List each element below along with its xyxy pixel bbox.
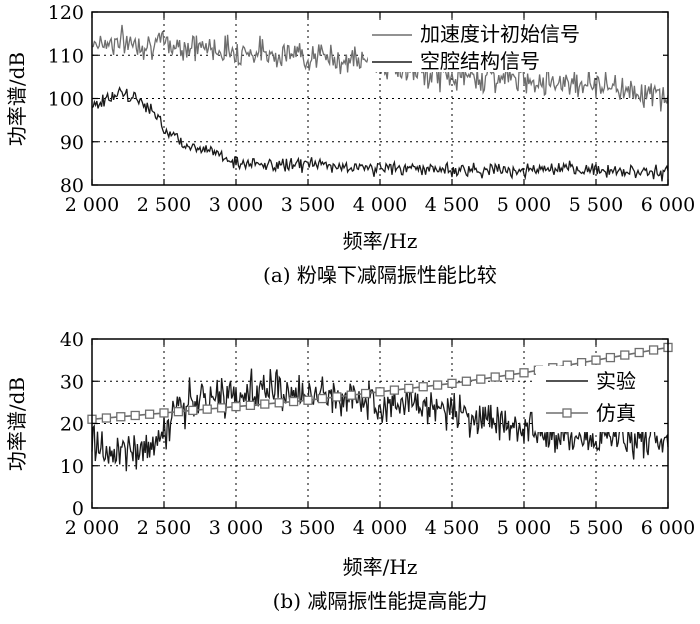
series-marker-b-1 [144,409,155,419]
series-line-b-0 [91,368,669,472]
legend-background-a [368,20,663,72]
legend-label-b-0: 实验 [596,369,636,393]
series-marker-b-1 [260,399,270,409]
series-marker-b-1 [188,405,198,416]
caption-b: (b) 减隔振性能提高能力 [273,589,488,613]
series-marker-b-1 [274,398,284,408]
series-marker-b-1 [591,355,601,365]
x-tick-label: 5 500 [569,517,623,539]
legend-marker-b-1 [562,408,572,418]
series-marker-b-1 [288,396,299,407]
x-tick-label: 4 000 [353,194,407,216]
x-tick-label: 5 500 [569,194,623,216]
chart-panel-a: 2 000 2 500 3 000 3 500 4 000 4 500 5 000 5 500… [5,2,695,287]
series-marker-b-1 [461,376,472,386]
legend-label-b-1: 仿真 [596,401,636,425]
series-marker-b-1 [648,345,659,355]
y-tick-label: 90 [60,132,84,154]
series-marker-b-1 [634,347,644,358]
legend-a: 加速度计初始信号 空腔结构信号 [368,20,663,73]
series-marker-b-1 [504,370,515,380]
x-axis-label-a: 频率/Hz [343,229,418,253]
series-marker-b-1 [605,352,616,363]
series-marker-b-1 [620,350,630,360]
series-marker-b-1 [202,404,212,414]
series-marker-b-1 [101,413,112,423]
y-axis-label-b: 功率谱/dB [5,377,29,471]
x-tick-label: 4 500 [425,194,479,216]
series-line-a-1 [91,85,669,182]
x-tick-label: 6 000 [641,517,695,539]
y-tick-label: 80 [60,175,84,197]
x-tick-label: 2 000 [65,517,119,539]
series-marker-b-1 [159,408,169,418]
x-tick-label: 3 000 [209,194,263,216]
series-marker-b-1 [130,410,140,421]
y-tick-label: 30 [60,371,84,393]
series-marker-b-1 [418,382,428,392]
x-tick-label: 3 500 [281,517,335,539]
x-tick-label: 5 000 [497,517,551,539]
y-tick-label: 110 [48,45,84,67]
x-tick-label: 6 000 [641,194,695,216]
y-tick-label: 100 [48,89,84,111]
series-marker-b-1 [476,374,486,384]
series-marker-b-1 [490,372,500,382]
x-axis-label-b: 频率/Hz [343,555,418,579]
legend-label-a-1: 空腔结构信号 [420,49,540,73]
series-marker-b-1 [519,368,529,378]
y-tick-label: 10 [60,456,84,478]
ticks-a: 2 000 2 500 3 000 3 500 4 000 4 500 5 000 5 500… [48,2,695,216]
series-marker-b-1 [346,390,356,400]
x-tick-label: 3 500 [281,194,335,216]
legend-b: 实验 仿真 [536,366,664,432]
legend-label-a-0: 加速度计初始信号 [420,22,580,46]
series-marker-b-1 [360,388,371,399]
ticks-b: 2 000 2 500 3 000 3 500 4 000 4 500 5 000 5 500… [60,329,695,539]
series-marker-b-1 [216,403,227,413]
series-marker-b-1 [303,395,313,405]
y-tick-label: 0 [72,498,84,520]
series-marker-b-1 [447,378,457,389]
caption-a: (a) 粉噪下减隔振性能比较 [263,263,497,287]
x-tick-label: 2 500 [137,517,191,539]
series-marker-b-1 [375,387,385,397]
series-marker-b-1 [576,358,587,368]
x-tick-label: 3 000 [209,517,263,539]
x-tick-label: 2 000 [65,194,119,216]
x-tick-label: 4 500 [425,517,479,539]
series-group-b [87,342,673,472]
y-tick-label: 20 [60,414,84,436]
series-marker-b-1 [404,383,414,394]
series-marker-b-1 [332,392,342,402]
x-tick-label: 4 000 [353,517,407,539]
series-marker-b-1 [231,401,241,412]
series-marker-b-1 [173,407,184,417]
x-tick-label: 5 000 [497,194,551,216]
legend-background-b [536,366,664,432]
y-axis-label-a: 功率谱/dB [5,52,29,146]
series-marker-b-1 [245,400,256,410]
series-marker-b-1 [116,412,126,422]
series-marker-b-1 [432,380,443,390]
series-marker-b-1 [317,393,328,404]
chart-panel-b: 2 000 2 500 3 000 3 500 4 000 4 500 5 000 5 500… [5,329,695,613]
series-marker-b-1 [389,385,400,395]
y-tick-label: 40 [60,329,84,351]
x-tick-label: 2 500 [137,194,191,216]
y-tick-label: 120 [48,2,84,24]
